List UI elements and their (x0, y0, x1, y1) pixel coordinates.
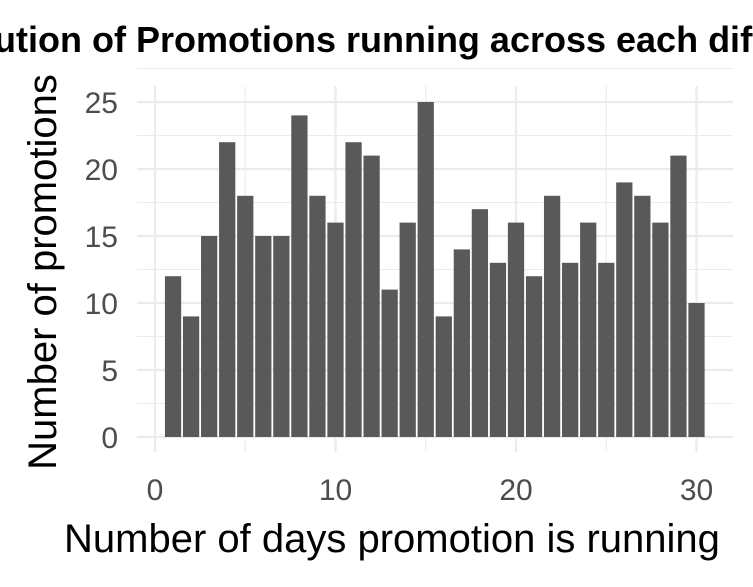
bar-day-28 (652, 222, 669, 437)
bar-day-22 (543, 195, 561, 437)
bar-day-10 (327, 222, 344, 437)
bar-day-20 (507, 222, 525, 437)
bar-day-30 (688, 303, 705, 437)
bar-day-15 (417, 102, 434, 437)
bar-day-17 (453, 249, 470, 437)
bar-day-3 (201, 236, 218, 437)
x-tick-label: 0 (147, 474, 164, 507)
y-tick-label: 15 (85, 221, 118, 254)
y-tick-label: 20 (85, 154, 118, 187)
bar-day-7 (273, 236, 290, 437)
bar-day-6 (255, 236, 272, 437)
x-tick-label: 10 (319, 474, 352, 507)
y-axis-ticks: 0 5 10 15 20 25 (85, 87, 118, 455)
bars (164, 102, 705, 438)
bar-day-18 (471, 209, 489, 437)
bar-day-12 (363, 155, 380, 437)
bar-day-13 (381, 289, 398, 437)
bar-day-8 (291, 115, 308, 438)
bar-day-24 (580, 222, 597, 437)
bar-day-11 (345, 142, 362, 437)
bar-day-16 (435, 316, 452, 437)
x-axis-title: Number of days promotion is running (64, 517, 720, 561)
y-tick-label: 25 (85, 87, 118, 120)
x-tick-label: 30 (680, 474, 713, 507)
bar-day-14 (399, 222, 416, 437)
bar-day-5 (237, 195, 254, 437)
y-tick-label: 0 (101, 422, 118, 455)
y-axis-title: Number of promotions (21, 74, 65, 470)
bar-day-26 (616, 182, 633, 437)
bar-day-25 (598, 262, 615, 437)
bar-day-29 (670, 155, 687, 437)
x-axis-ticks: 0 10 20 30 (147, 474, 714, 507)
bar-day-9 (309, 195, 326, 437)
bar-day-23 (562, 262, 579, 437)
bar-day-27 (634, 195, 651, 437)
bar-day-19 (489, 262, 507, 437)
y-tick-label: 5 (101, 355, 118, 388)
x-tick-label: 20 (499, 474, 532, 507)
bar-day-21 (525, 276, 543, 437)
y-tick-label: 10 (85, 288, 118, 321)
bar-day-4 (219, 142, 236, 437)
bar-day-1 (164, 276, 182, 437)
bar-day-2 (182, 316, 200, 437)
chart-title: Distribution of Promotions running acros… (0, 19, 753, 60)
